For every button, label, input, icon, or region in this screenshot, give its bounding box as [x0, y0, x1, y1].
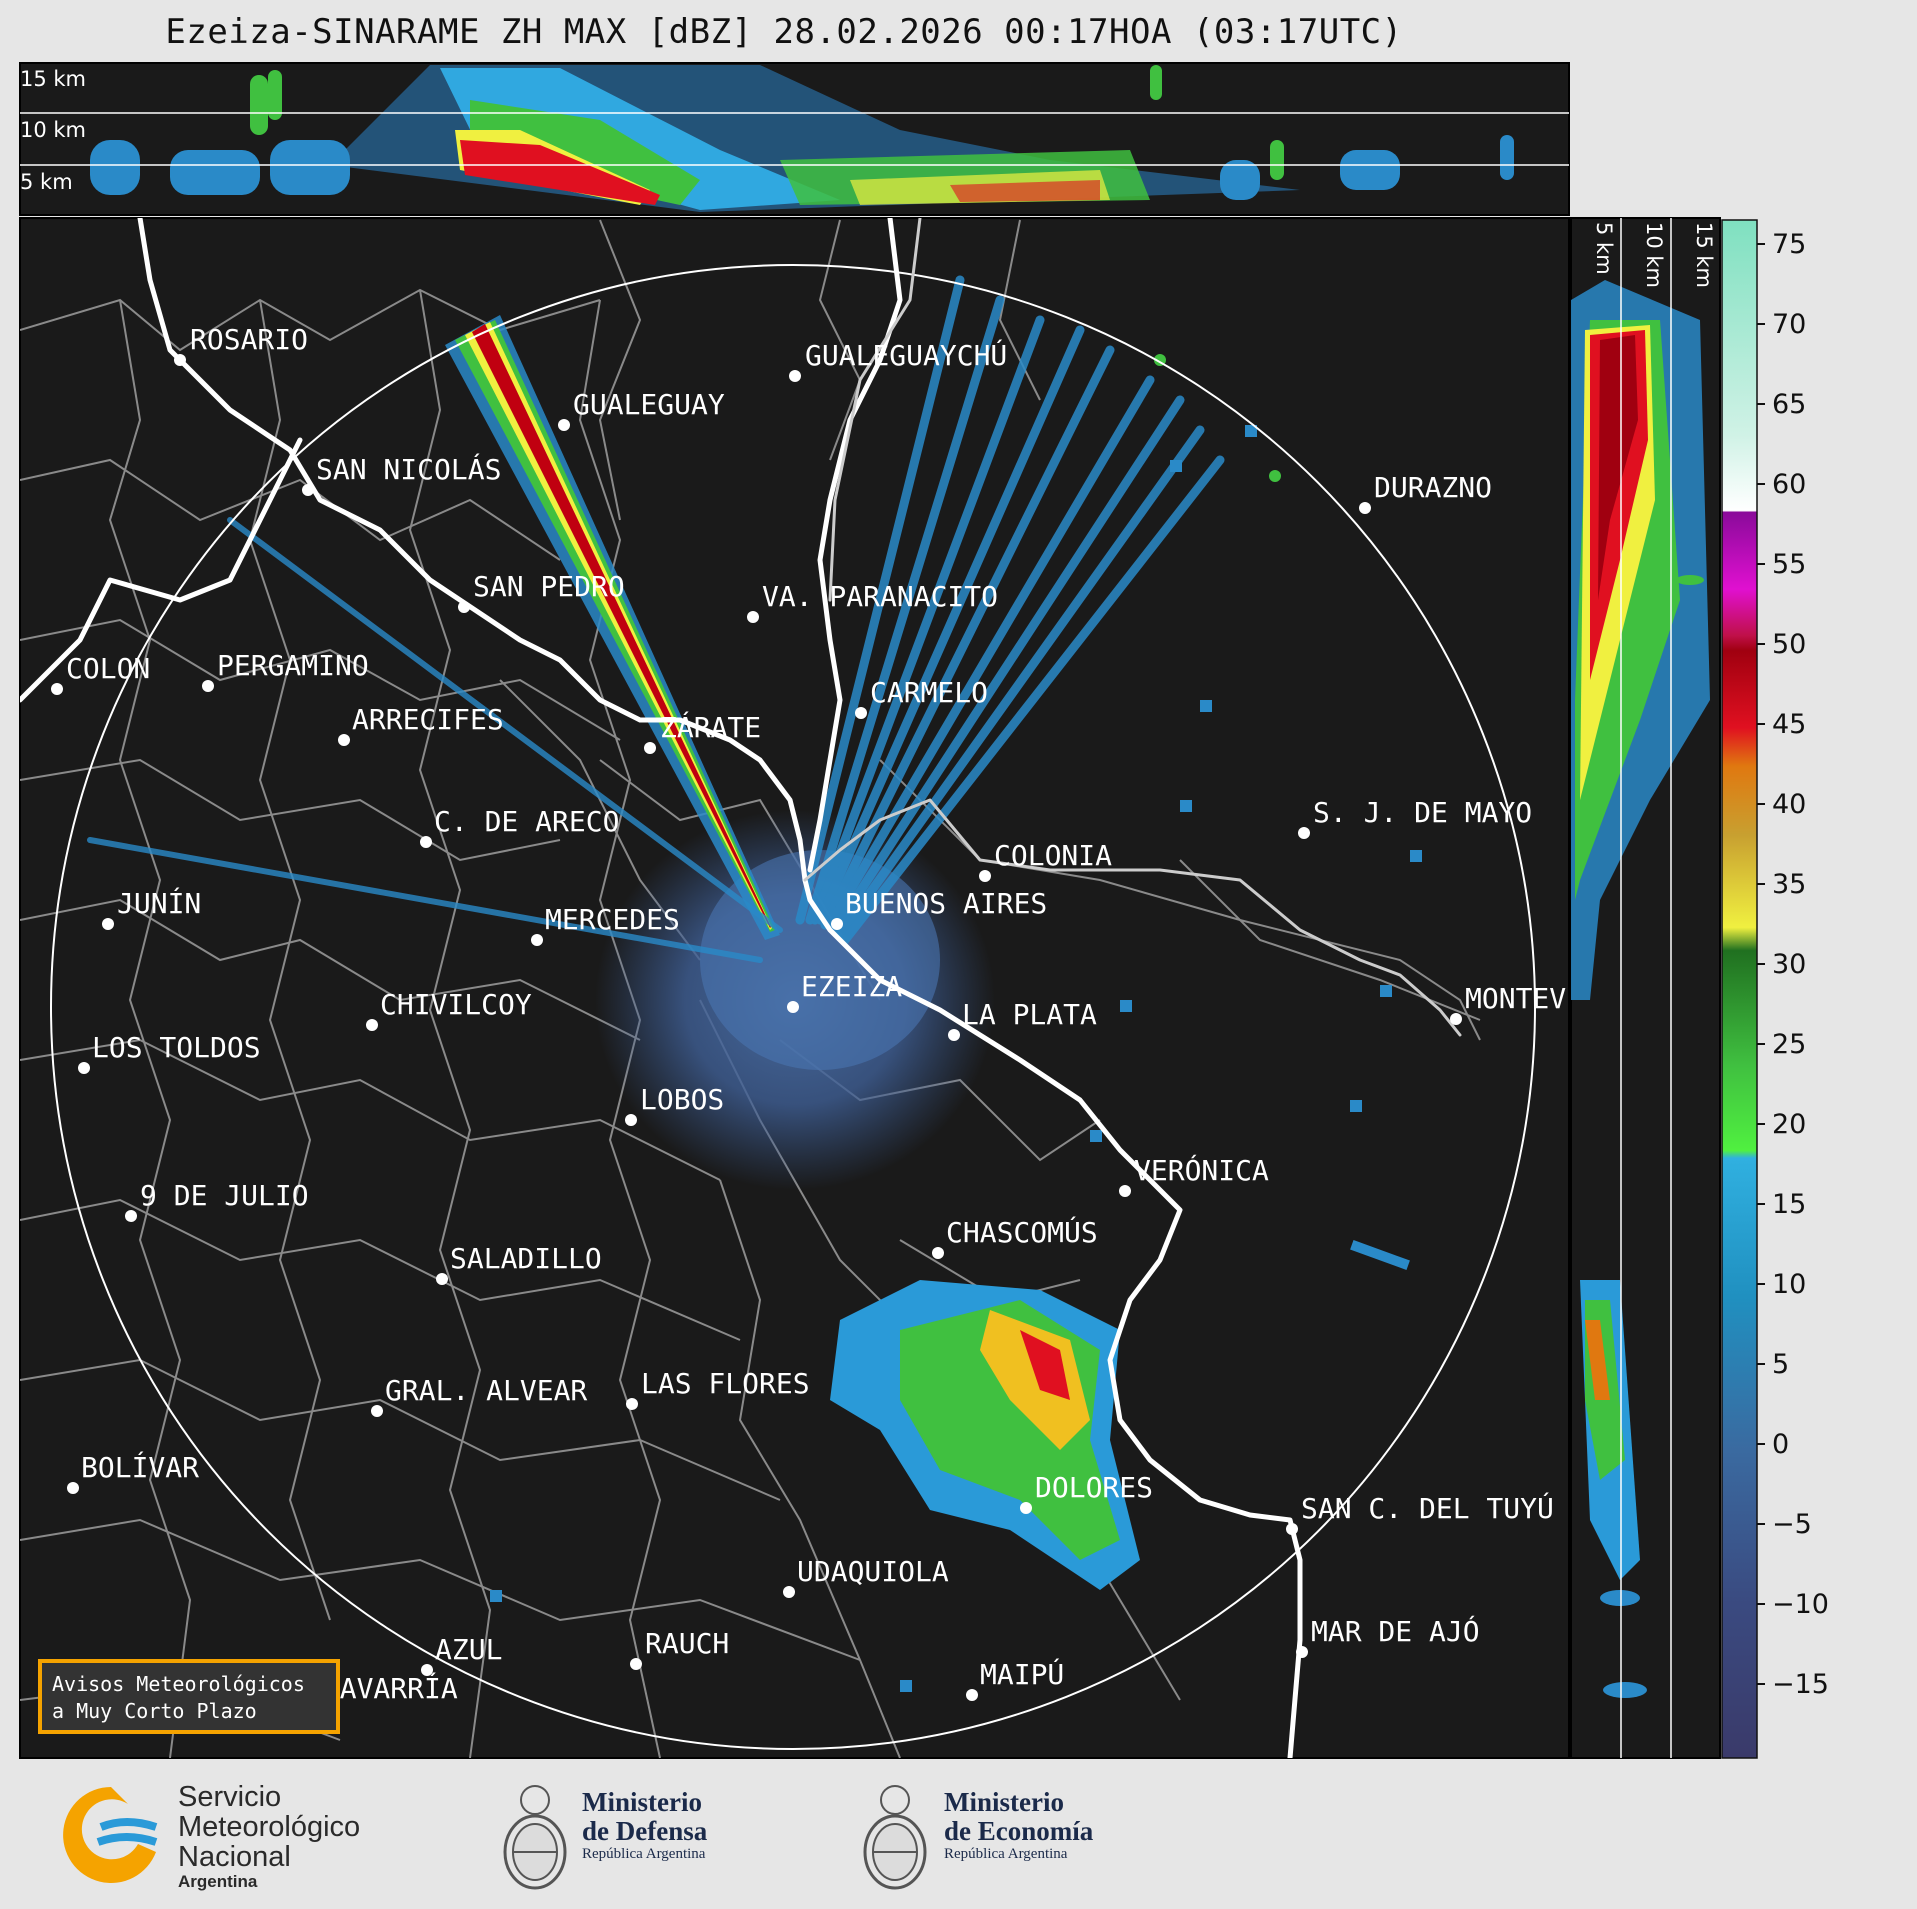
- city-label: MAIPÚ: [980, 1657, 1064, 1691]
- city-label: LA PLATA: [962, 998, 1097, 1031]
- smn-line-1: Servicio: [178, 1781, 282, 1813]
- city-label: MERCEDES: [545, 903, 680, 936]
- colorbar-tick-label: 40: [1772, 789, 1806, 820]
- colorbar-tick-label: 50: [1772, 629, 1806, 660]
- radar-figure: 15 km 10 km 5 km: [19, 62, 1829, 1759]
- smn-logo-text: Servicio Meteorológico Nacional Argentin…: [178, 1782, 360, 1892]
- city-label: SAN C. DEL TUYÚ: [1301, 1491, 1554, 1525]
- smn-line-3: Nacional: [178, 1841, 291, 1873]
- city-label: CARMELO: [870, 676, 988, 709]
- scattered-echoes: [490, 425, 1422, 1692]
- chart-title: Ezeiza-SINARAME ZH MAX [dBZ] 28.02.2026 …: [165, 12, 1403, 52]
- city-label: BOLÍVAR: [81, 1450, 199, 1484]
- side-label-15km: 15 km: [1692, 222, 1716, 288]
- city-label: JUNÍN: [117, 886, 201, 920]
- colorbar-tick-label: 20: [1772, 1109, 1806, 1140]
- city-label: BUENOS AIRES: [845, 887, 1047, 920]
- colorbar-tick-label: 30: [1772, 949, 1806, 980]
- colorbar-tick-label: 65: [1772, 389, 1806, 420]
- city-label: SALADILLO: [450, 1242, 602, 1275]
- city-label: CHIVILCOY: [380, 988, 532, 1021]
- city-label: COLONIA: [994, 839, 1112, 872]
- warning-box[interactable]: Avisos Meteorológicos a Muy Corto Plazo: [38, 1659, 340, 1734]
- colorbar-tick-label: −5: [1772, 1509, 1812, 1540]
- city-label: LAS FLORES: [641, 1367, 810, 1400]
- city-label: PERGAMINO: [217, 649, 369, 682]
- nw-echo-band: [445, 315, 780, 940]
- city-label: DURAZNO: [1374, 471, 1492, 504]
- city-label: GUALEGUAYCHÚ: [805, 338, 1007, 372]
- colorbar-tick-label: 15: [1772, 1189, 1806, 1220]
- defensa-line-3: República Argentina: [582, 1846, 706, 1862]
- side-label-5km: 5 km: [1592, 222, 1616, 275]
- colorbar-tick-label: 25: [1772, 1029, 1806, 1060]
- city-label: RAUCH: [645, 1627, 729, 1660]
- coastline: [20, 218, 1462, 1758]
- national-coat-of-arms-icon: [863, 1785, 927, 1890]
- city-label: UDAQUIOLA: [797, 1555, 949, 1588]
- city-label: ZÁRATE: [660, 710, 761, 744]
- defensa-line-2: de Defensa: [582, 1816, 708, 1846]
- top-label-10km: 10 km: [20, 118, 86, 142]
- city-label: LOS TOLDOS: [92, 1031, 261, 1064]
- city-label: SAN NICOLÁS: [316, 452, 501, 486]
- city-label: DOLORES: [1035, 1471, 1153, 1504]
- colorbar-tick-label: 0: [1772, 1429, 1789, 1460]
- colorbar-tick-label: 55: [1772, 549, 1806, 580]
- city-label: CHASCOMÚS: [946, 1215, 1098, 1249]
- side-section-echoes: [1571, 280, 1710, 1698]
- warning-line-2: a Muy Corto Plazo: [52, 1699, 257, 1723]
- colorbar-tick-label: 45: [1772, 709, 1806, 740]
- city-label: LOBOS: [640, 1083, 724, 1116]
- warning-line-1: Avisos Meteorológicos: [52, 1672, 305, 1696]
- colorbar-tick-label: 35: [1772, 869, 1806, 900]
- defensa-logo-text: Ministerio de Defensa República Argentin…: [582, 1788, 707, 1863]
- colorbar-tick-label: −10: [1772, 1589, 1829, 1620]
- city-label: VERÓNICA: [1134, 1153, 1269, 1187]
- city-label: VA. PARANACITO: [762, 580, 998, 613]
- colorbar-tick-label: 75: [1772, 229, 1806, 260]
- city-label: AZUL: [435, 1633, 502, 1666]
- city-label: S. J. DE MAYO: [1313, 796, 1532, 829]
- economia-logo-text: Ministerio de Economía República Argenti…: [944, 1788, 1093, 1863]
- top-label-5km: 5 km: [20, 170, 73, 194]
- range-ring: [50, 264, 1536, 1750]
- national-coat-of-arms-icon: [503, 1785, 567, 1890]
- colorbar-tick-label: 60: [1772, 469, 1806, 500]
- side-label-10km: 10 km: [1642, 222, 1666, 288]
- colorbar: [1721, 219, 1758, 1759]
- ne-echo-rays: [795, 275, 1225, 945]
- city-label: GRAL. ALVEAR: [385, 1374, 587, 1407]
- city-markers: [51, 354, 1462, 1715]
- top-label-15km: 15 km: [20, 67, 86, 91]
- economia-line-2: de Economía: [944, 1816, 1094, 1846]
- colorbar-tick-label: 5: [1772, 1349, 1789, 1380]
- smn-logo-icon: [63, 1787, 158, 1883]
- colorbar-tick-label: 10: [1772, 1269, 1806, 1300]
- city-label: EZEIZA: [801, 970, 902, 1003]
- city-label: ROSARIO: [190, 323, 308, 356]
- smn-line-2: Meteorológico: [178, 1811, 361, 1843]
- city-label: ARRECIFES: [352, 703, 504, 736]
- colorbar-tick-label: −15: [1772, 1669, 1829, 1700]
- city-label: C. DE ARECO: [434, 805, 619, 838]
- city-label: GUALEGUAY: [573, 388, 725, 421]
- city-label: 9 DE JULIO: [140, 1179, 309, 1212]
- colorbar-tick-label: 70: [1772, 309, 1806, 340]
- smn-line-4: Argentina: [178, 1872, 258, 1891]
- defensa-line-1: Ministerio: [582, 1787, 702, 1817]
- economia-line-3: República Argentina: [944, 1846, 1068, 1862]
- city-label: MONTEV: [1465, 982, 1566, 1015]
- city-label: SAN PEDRO: [473, 570, 625, 603]
- city-label: COLON: [66, 652, 150, 685]
- footer-logos: Servicio Meteorológico Nacional Argentin…: [0, 1760, 1917, 1909]
- city-label: MAR DE AJÓ: [1311, 1614, 1480, 1648]
- se-storm-cell: [830, 1280, 1140, 1590]
- city-labels: ROSARIO GUALEGUAYCHÚ GUALEGUAY SAN NICOL…: [66, 323, 1566, 1705]
- top-section-echoes: [90, 65, 1514, 212]
- economia-line-1: Ministerio: [944, 1787, 1064, 1817]
